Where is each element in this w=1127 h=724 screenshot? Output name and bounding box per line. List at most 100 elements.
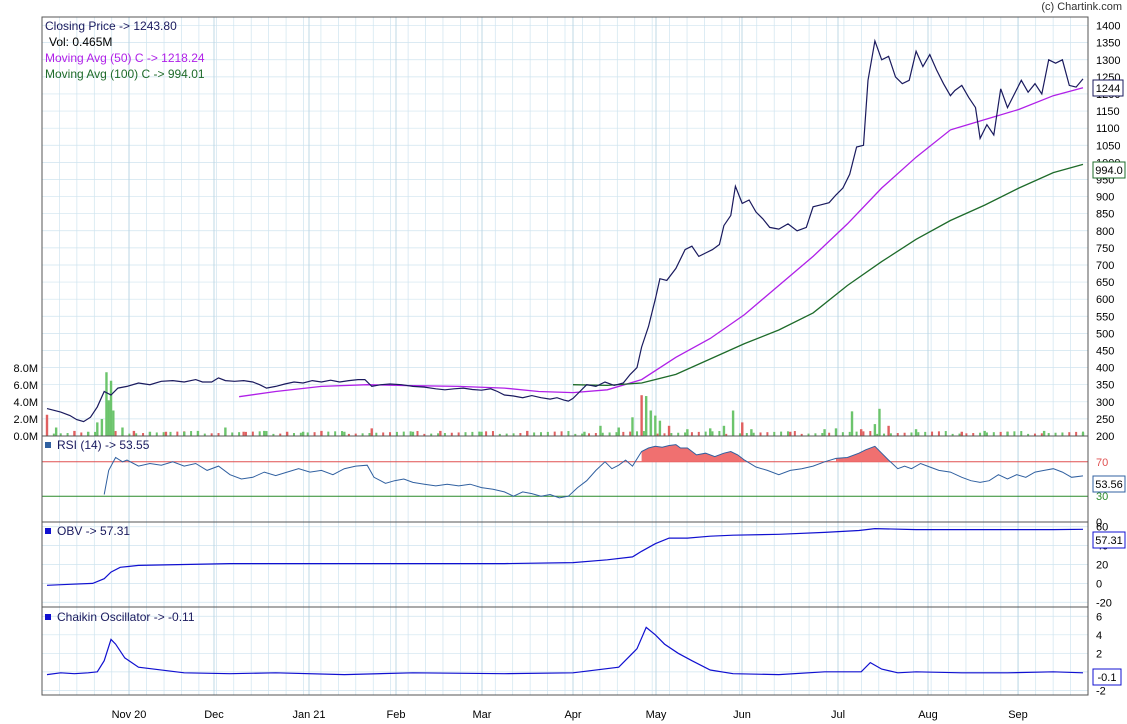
- volume-bar: [1075, 431, 1078, 436]
- volume-bar: [992, 432, 995, 436]
- volume-bar: [52, 433, 55, 436]
- volume-bar: [135, 433, 138, 436]
- volume-bar: [944, 431, 947, 436]
- volume-bar: [709, 428, 712, 436]
- volume-bar: [807, 433, 810, 436]
- price-tick-label: 1150: [1096, 106, 1120, 118]
- volume-bar: [190, 431, 193, 436]
- volume-tick-label: 2.0M: [14, 414, 38, 426]
- month-tick-label: Dec: [204, 709, 224, 721]
- volume-bar: [644, 396, 648, 436]
- month-tick-label: Feb: [387, 709, 406, 721]
- rsi-line: [103, 444, 1084, 499]
- volume-bar: [341, 431, 344, 436]
- volume-bar: [883, 433, 886, 436]
- month-tick-label: Jun: [733, 709, 751, 721]
- price-tick-label: 550: [1096, 311, 1114, 323]
- volume-bar: [677, 432, 680, 436]
- volume-bar: [423, 433, 426, 436]
- chaikin-tick-label: 4: [1096, 630, 1102, 642]
- volume-bar: [560, 431, 563, 436]
- volume-bar: [54, 427, 58, 436]
- volume-bar: [114, 431, 117, 436]
- chaikin-tick-label: 6: [1096, 611, 1102, 623]
- volume-bar: [814, 433, 817, 436]
- price-tick-label: 1050: [1096, 140, 1120, 152]
- legend-volume: Vol: 0.465M: [49, 35, 112, 49]
- volume-bar: [656, 433, 659, 436]
- volume-bar: [686, 429, 689, 436]
- volume-bar: [285, 431, 289, 436]
- chaikin-legend-marker: [45, 614, 51, 620]
- panel-frame: [41, 606, 1089, 696]
- volume-bar: [821, 433, 824, 436]
- volume-bar: [722, 425, 726, 436]
- rsi-tick-label: 0: [1096, 517, 1102, 529]
- panel-frames: [41, 16, 1089, 696]
- volume-bar: [416, 431, 419, 436]
- volume-bar: [780, 431, 783, 436]
- volume-bar: [1047, 433, 1050, 436]
- volume-bar: [107, 400, 110, 436]
- volume-bar: [876, 433, 879, 436]
- volume-bar: [66, 433, 69, 436]
- volume-bar: [704, 431, 707, 436]
- price-tick-label: 850: [1096, 209, 1114, 221]
- volume-bar: [649, 410, 652, 436]
- volume-bar: [370, 428, 373, 436]
- obv-badge-value: 57.31: [1095, 535, 1123, 547]
- obv-legend-marker: [45, 528, 51, 534]
- volume-bar: [382, 432, 385, 436]
- volume-bar: [786, 431, 789, 436]
- volume-bar: [395, 431, 398, 436]
- volume-bar: [1061, 432, 1064, 436]
- volume-bar: [654, 415, 657, 436]
- volume-bar: [910, 432, 913, 436]
- volume-bar: [690, 432, 693, 436]
- volume-bar: [640, 395, 643, 436]
- volume-bar: [667, 425, 671, 436]
- volume-bar: [505, 433, 508, 436]
- volume-bar: [887, 425, 890, 436]
- volume-bar: [327, 431, 330, 436]
- volume-bar: [859, 429, 863, 436]
- axis-labels: 1400135013001250120011501100105010009509…: [14, 21, 1121, 721]
- volume-bar: [848, 431, 851, 436]
- volume-bar: [553, 431, 556, 436]
- price-tick-label: 700: [1096, 260, 1114, 272]
- volume-bar: [718, 431, 721, 436]
- volume-bar: [437, 433, 440, 436]
- volume-bar: [917, 432, 920, 436]
- volume-bar: [464, 432, 467, 436]
- obv-tick-label: 20: [1096, 560, 1108, 572]
- volume-bar: [73, 430, 76, 436]
- volume-bar: [231, 432, 234, 436]
- volume-bar: [629, 431, 632, 436]
- volume-bar: [263, 430, 266, 436]
- month-tick-label: Aug: [918, 709, 938, 721]
- volume-bar: [334, 431, 337, 436]
- volume-bar: [889, 433, 892, 436]
- volume-bar: [834, 428, 838, 436]
- volume-bar: [242, 431, 245, 436]
- volume-bar: [773, 431, 776, 436]
- price-tick-label: 1100: [1096, 123, 1120, 135]
- volume-bar: [121, 427, 124, 436]
- volume-bar: [368, 433, 371, 436]
- rsi-legend-marker: [45, 442, 51, 448]
- volume-bar: [292, 433, 295, 436]
- chaikin-badge-value: -0.1: [1098, 672, 1117, 684]
- volume-bar: [1040, 433, 1043, 436]
- volume-bar: [663, 433, 666, 436]
- volume-bar: [299, 432, 302, 436]
- volume-bar: [539, 432, 542, 436]
- volume-bar: [313, 432, 316, 436]
- month-tick-label: Sep: [1008, 709, 1028, 721]
- volume-bar: [800, 433, 803, 436]
- price-tick-label: 300: [1096, 397, 1114, 409]
- volume-bar: [512, 433, 515, 436]
- volume-bar: [960, 431, 963, 436]
- volume-bar: [450, 432, 453, 436]
- volume-bar: [738, 433, 741, 436]
